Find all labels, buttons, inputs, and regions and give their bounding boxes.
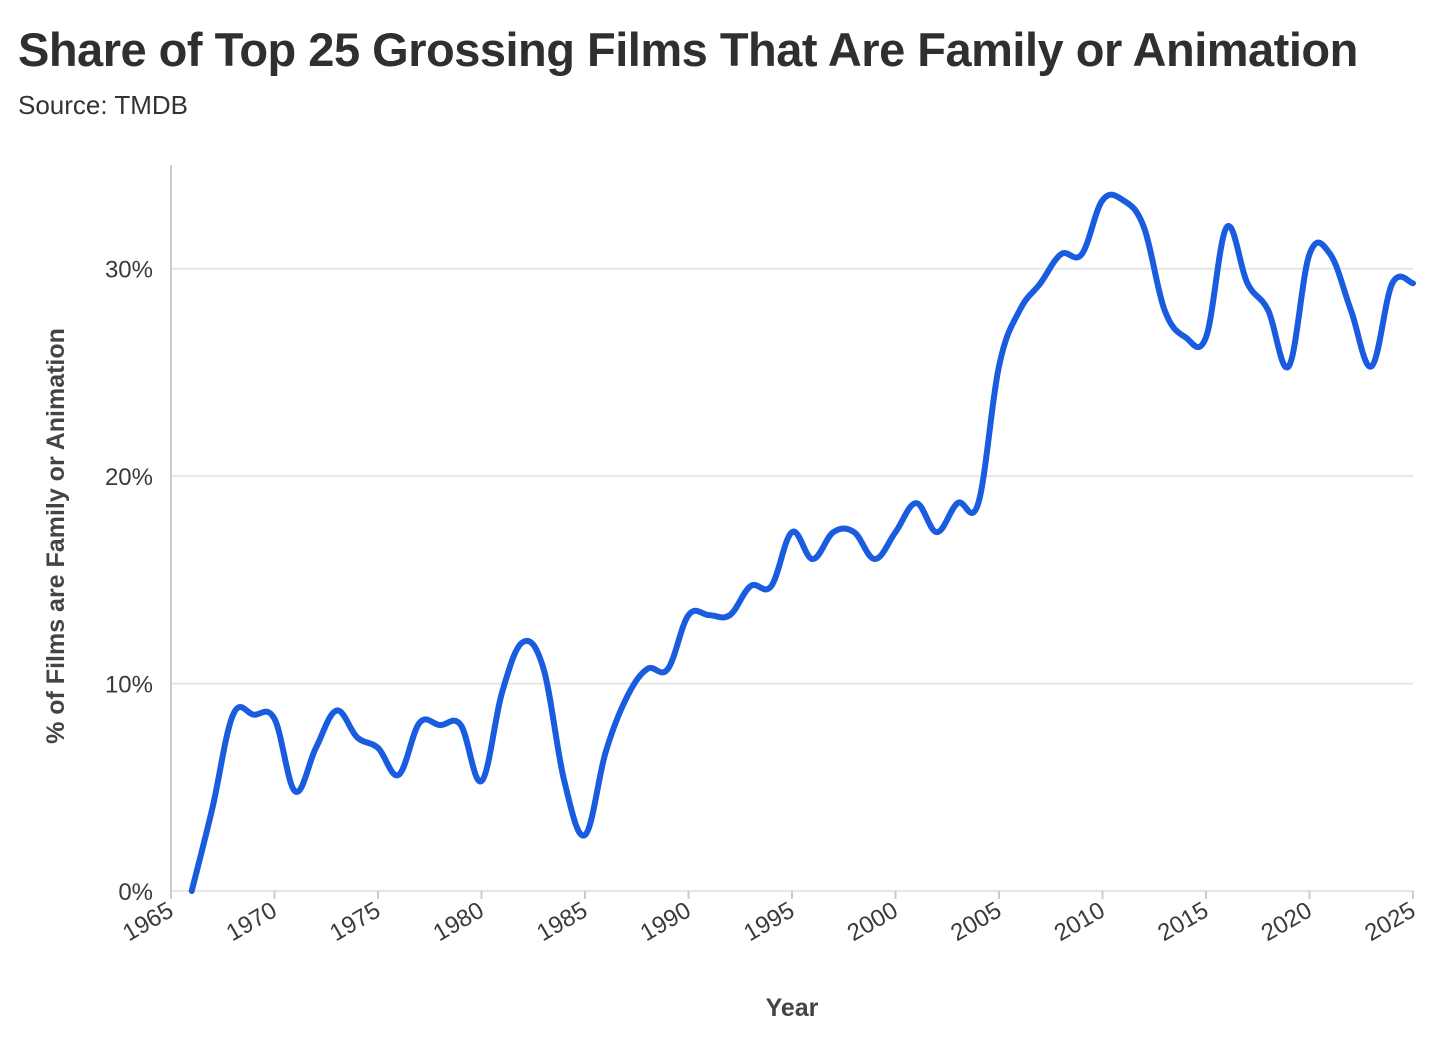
x-tick-label: 2025: [1360, 897, 1420, 947]
gridlines: [171, 267, 1413, 685]
y-tick-label: 10%: [105, 672, 153, 699]
x-tick-label: 1995: [739, 897, 799, 947]
y-tick-label: 20%: [105, 464, 153, 491]
x-tick-label: 1970: [222, 897, 282, 947]
x-tick-label: 2010: [1050, 897, 1110, 947]
x-tick-label: 1985: [532, 897, 592, 947]
x-axis-ticks: 1965 1970 1975 1980 1985 1990 1995 2000 2005 2010…: [118, 891, 1420, 947]
x-tick-label: 2020: [1257, 897, 1317, 947]
x-tick-label: 2015: [1153, 897, 1213, 947]
y-tick-label: 0%: [118, 879, 153, 906]
y-tick-label: 30%: [105, 257, 153, 284]
x-tick-label: 1975: [325, 897, 385, 947]
series-line: [188, 191, 1416, 894]
x-axis-title: Year: [766, 994, 819, 1022]
x-tick-label: 2000: [843, 897, 903, 947]
x-tick-label: 2005: [946, 897, 1006, 947]
y-axis-title: % of Films are Family or Animation: [42, 328, 70, 744]
x-tick-label: 1980: [429, 897, 489, 947]
y-axis-ticks: 0% 10% 20% 30%: [105, 257, 153, 906]
chart-subtitle: Source: TMDB: [18, 90, 189, 120]
chart-title: Share of Top 25 Grossing Films That Are …: [18, 23, 1358, 76]
x-tick-label: 1990: [636, 897, 696, 947]
